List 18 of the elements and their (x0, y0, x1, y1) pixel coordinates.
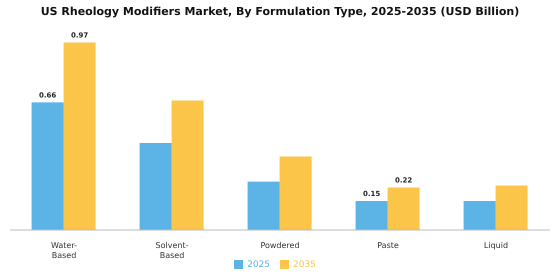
chart-title: US Rheology Modifiers Market, By Formulation Type, 2025-2035 (USD Billion) (40, 4, 520, 20)
x-tick-label: Liquid (484, 241, 508, 250)
legend-label: 2025 (247, 260, 270, 270)
x-tick-label: Powdered (260, 241, 300, 250)
bar (64, 42, 96, 230)
bar (464, 201, 496, 230)
legend-label: 2035 (293, 260, 316, 270)
x-tick-label: Solvent-Based (156, 241, 189, 260)
bar (280, 156, 312, 230)
bar (140, 143, 172, 230)
bar (172, 100, 204, 230)
bar (248, 182, 280, 230)
x-tick-label: Paste (377, 241, 399, 250)
bar (356, 201, 388, 230)
bar (32, 102, 64, 230)
bar (496, 186, 528, 230)
x-tick-label: Water-Based (50, 241, 78, 260)
bar (388, 187, 420, 230)
